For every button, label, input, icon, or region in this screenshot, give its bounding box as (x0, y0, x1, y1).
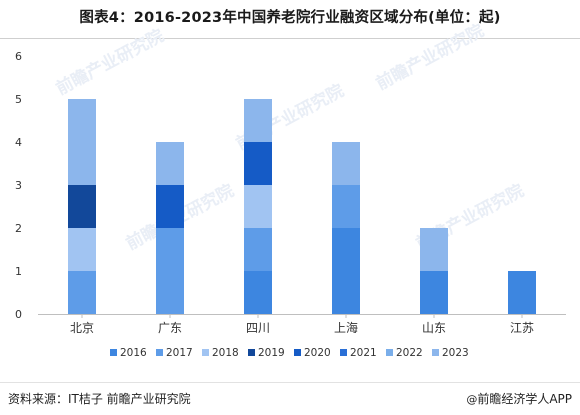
x-tick-label: 广东 (158, 321, 182, 335)
x-tick-label: 江苏 (510, 321, 534, 335)
legend-swatch (248, 349, 255, 356)
bar-segment-2017 (332, 185, 360, 228)
legend-swatch (432, 349, 439, 356)
legend-swatch (386, 349, 393, 356)
y-tick-label: 5 (15, 93, 22, 106)
y-tick-label: 3 (15, 179, 22, 192)
bar-segment-2020 (156, 185, 184, 228)
legend-swatch (202, 349, 209, 356)
bar-segment-2018 (244, 185, 272, 228)
y-tick-label: 2 (15, 222, 22, 235)
legend-swatch (340, 349, 347, 356)
bar-segment-2016 (332, 228, 360, 314)
x-tick-label: 上海 (334, 320, 358, 335)
legend-label: 2021 (350, 347, 377, 359)
legend-label: 2022 (396, 347, 423, 359)
bar-segment-2023 (420, 228, 448, 271)
x-tick-label: 北京 (70, 321, 94, 335)
bar-segment-2017 (244, 228, 272, 271)
legend-swatch (294, 349, 301, 356)
y-tick-label: 4 (15, 136, 22, 149)
y-tick-label: 6 (15, 50, 22, 63)
chart-svg: 前瞻产业研究院前瞻产业研究院前瞻产业研究院前瞻产业研究院前瞻产业研究院01234… (15, 20, 566, 359)
y-tick-label: 1 (15, 265, 22, 278)
watermark: 前瞻产业研究院 (372, 20, 487, 94)
title-divider (0, 38, 580, 39)
legend-swatch (110, 349, 117, 356)
x-tick-label: 山东 (422, 321, 446, 335)
watermark: 前瞻产业研究院 (52, 25, 167, 99)
legend-swatch (156, 349, 163, 356)
legend-label: 2018 (212, 347, 239, 359)
brand-name: 前瞻经济学人APP (477, 392, 572, 406)
legend-label: 2020 (304, 347, 331, 359)
x-tick-label: 四川 (246, 321, 270, 335)
legend-label: 2016 (120, 347, 147, 359)
bar-segment-2018 (68, 228, 96, 271)
legend-label: 2019 (258, 347, 285, 359)
legend-label: 2017 (166, 347, 193, 359)
bar-segment-2023 (68, 99, 96, 185)
bar-segment-2023 (156, 142, 184, 185)
bar-segment-2023 (332, 142, 360, 185)
bar-segment-2023 (244, 99, 272, 142)
bar-segment-2017 (156, 228, 184, 314)
source-note: 资料来源：IT桔子 前瞻产业研究院 (8, 392, 191, 406)
bar-segment-2016 (420, 271, 448, 314)
bar-segment-2016 (508, 271, 536, 314)
legend-label: 2023 (442, 347, 469, 359)
at-icon: @ (466, 393, 478, 406)
y-tick-label: 0 (15, 308, 22, 321)
bar-segment-2016 (244, 271, 272, 314)
bar-segment-2017 (68, 271, 96, 314)
bar-segment-2019 (68, 185, 96, 228)
bar-segment-2020 (244, 142, 272, 185)
brand-credit: @前瞻经济学人APP (466, 390, 572, 407)
footer-divider (0, 382, 580, 383)
chart-title: 图表4：2016-2023年中国养老院行业融资区域分布(单位：起) (79, 10, 501, 26)
